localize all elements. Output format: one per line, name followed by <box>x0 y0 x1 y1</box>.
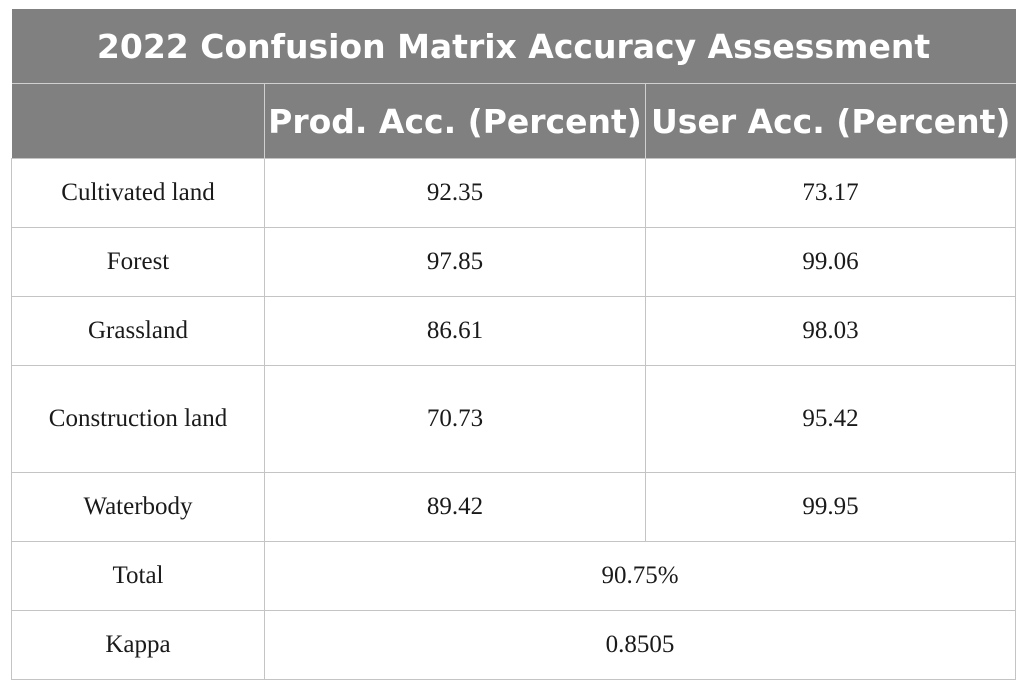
producer-accuracy-value: 97.85 <box>264 227 646 297</box>
producer-accuracy-value: 70.73 <box>264 365 646 473</box>
total-accuracy-value: 90.75% <box>264 541 1016 611</box>
user-accuracy-value: 99.95 <box>645 472 1016 542</box>
class-label: Forest <box>11 227 265 297</box>
table-title: 2022 Confusion Matrix Accuracy Assessmen… <box>11 9 1016 84</box>
table-row: Cultivated land 92.35 73.17 <box>11 158 1016 228</box>
header-user-accuracy: User Acc. (Percent) <box>645 83 1016 159</box>
user-accuracy-value: 98.03 <box>645 296 1016 366</box>
class-label: Grassland <box>11 296 265 366</box>
class-label: Waterbody <box>11 472 265 542</box>
kappa-row: Kappa 0.8505 <box>11 610 1016 680</box>
confusion-matrix-table: 2022 Confusion Matrix Accuracy Assessmen… <box>11 9 1016 680</box>
table-row: Construction land 70.73 95.42 <box>11 365 1016 473</box>
user-accuracy-value: 95.42 <box>645 365 1016 473</box>
kappa-value: 0.8505 <box>264 610 1016 680</box>
table-row: Waterbody 89.42 99.95 <box>11 472 1016 542</box>
table-row: Forest 97.85 99.06 <box>11 227 1016 297</box>
total-row: Total 90.75% <box>11 541 1016 611</box>
user-accuracy-value: 99.06 <box>645 227 1016 297</box>
class-label: Construction land <box>11 365 265 473</box>
table-row: Grassland 86.61 98.03 <box>11 296 1016 366</box>
total-label: Total <box>11 541 265 611</box>
producer-accuracy-value: 86.61 <box>264 296 646 366</box>
header-producer-accuracy: Prod. Acc. (Percent) <box>264 83 646 159</box>
kappa-label: Kappa <box>11 610 265 680</box>
producer-accuracy-value: 89.42 <box>264 472 646 542</box>
user-accuracy-value: 73.17 <box>645 158 1016 228</box>
class-label: Cultivated land <box>11 158 265 228</box>
producer-accuracy-value: 92.35 <box>264 158 646 228</box>
header-class <box>11 83 265 159</box>
